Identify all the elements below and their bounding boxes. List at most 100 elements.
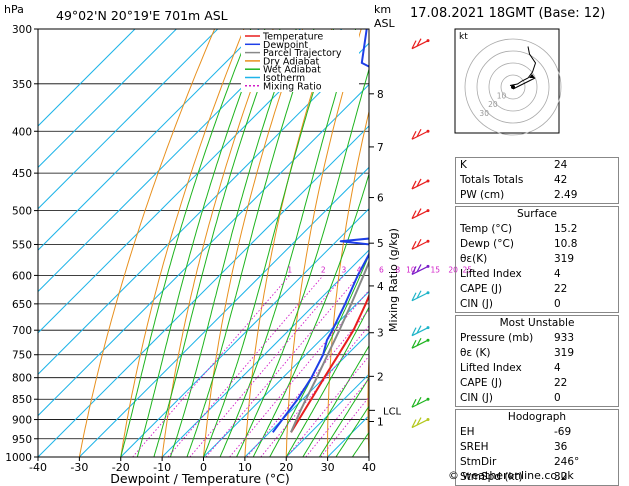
index-label: StmDir	[460, 456, 497, 468]
index-label: PW (cm)	[460, 189, 505, 201]
temperature-tick-label: -40	[29, 461, 47, 474]
mixing-ratio-label: 1	[287, 265, 292, 274]
pressure-tick-label: 700	[12, 325, 32, 337]
mixing-ratio-label: 10	[406, 265, 416, 274]
wet-adiabat-line	[120, 29, 252, 457]
wind-barb-icon	[411, 178, 430, 190]
mixing-ratio-line	[286, 355, 369, 457]
hodograph-title: Hodograph	[507, 411, 567, 423]
isotherm-line	[38, 42, 369, 375]
mixing-ratio-axis-label: Mixing Ratio (g/kg)	[387, 228, 400, 332]
mixing-ratio-label: 15	[430, 265, 440, 274]
height-tick-label: 7	[377, 142, 384, 154]
x-axis-label: Dewpoint / Temperature (°C)	[110, 471, 289, 486]
pressure-tick-label: 850	[12, 394, 32, 406]
wet-adiabat-line	[269, 253, 369, 457]
index-row: θε(K) 319	[456, 252, 618, 267]
index-value: 246°	[554, 456, 580, 468]
mixing-ratio-label: 6	[379, 265, 384, 274]
index-row: Temp (°C) 15.2	[456, 222, 618, 237]
dry-adiabat-line	[619, 29, 629, 457]
index-label: θε (K)	[460, 347, 491, 359]
wind-barb-icon	[411, 417, 430, 429]
height-tick-label: 8	[377, 89, 384, 101]
wet-adiabat-line	[169, 29, 297, 457]
wind-barb-icon	[411, 290, 430, 302]
dry-adiabat-line	[203, 29, 304, 457]
index-value: 22	[554, 283, 568, 295]
hodograph-frame	[454, 28, 560, 134]
series-temperature	[290, 293, 369, 433]
temperature-tick-label: 0	[200, 461, 207, 474]
index-row: Lifted Index 4	[456, 267, 618, 282]
temperature-tick-label: 20	[279, 461, 293, 474]
index-value: 10.8	[554, 238, 578, 250]
index-value: 4	[554, 268, 561, 280]
storm-motion-arrow-icon	[529, 74, 535, 78]
pressure-tick-label: 900	[12, 415, 32, 427]
isotherm-line	[244, 332, 369, 457]
temperature-tick-label: 30	[321, 461, 335, 474]
index-section: K 24 Totals Totals 42 PW (cm) 2.49	[455, 157, 619, 204]
dry-adiabat-line	[407, 29, 449, 457]
hodograph-unit-label: kt	[459, 32, 468, 42]
mixing-ratio-label: 4	[357, 265, 362, 274]
wind-barb-icon	[411, 396, 430, 408]
wind-barb-icon	[411, 128, 430, 140]
legend-label: Temperature	[262, 32, 323, 43]
pressure-tick-label: 450	[12, 168, 32, 180]
asl-label: ASL	[374, 17, 396, 30]
dry-adiabat-line	[120, 29, 245, 457]
hodograph-ring	[488, 62, 538, 112]
isotherm-line	[38, 29, 177, 169]
wind-barb-icon	[411, 337, 430, 349]
height-tick-label: 5	[377, 238, 384, 250]
legend-label: Wet Adiabat	[263, 65, 321, 76]
index-row: Dewp (°C) 10.8	[456, 237, 618, 252]
wet-adiabat-line	[252, 172, 369, 457]
mixing-ratio-label: 20	[448, 265, 458, 274]
wet-adiabat-line	[136, 29, 266, 457]
wind-barb-icon	[411, 264, 430, 275]
index-row: CIN (J) 0	[456, 391, 618, 406]
hodograph-ring-label: 10	[497, 92, 507, 101]
isotherm-line	[38, 29, 219, 210]
mixing-ratio-label: 8	[395, 265, 400, 274]
index-value: 2.49	[554, 189, 578, 201]
index-value: 4	[554, 362, 561, 374]
index-value: 15.2	[554, 223, 578, 235]
unstable-section: Most Unstable Pressure (mb) 933 θε (K) 319 L…	[455, 315, 619, 407]
wind-barb-icon	[411, 325, 430, 337]
index-value: 22	[554, 377, 568, 389]
dry-adiabat-line	[244, 29, 333, 457]
index-label: SREH	[460, 441, 489, 453]
index-label: Totals Totals	[460, 174, 524, 186]
legend-background	[241, 30, 359, 92]
index-label: EH	[460, 426, 475, 438]
series-dewpoint	[271, 29, 369, 433]
mixing-ratio-line	[132, 275, 291, 457]
mixing-ratio-label: 2	[321, 265, 326, 274]
pressure-tick-label: 750	[12, 350, 32, 362]
hodograph-ring-label: 30	[479, 109, 489, 118]
pressure-tick-label: 550	[12, 239, 32, 251]
legend-label: Dry Adiabat	[263, 56, 320, 67]
mixing-ratio-label: 25	[463, 265, 473, 274]
wet-adiabat-line	[219, 29, 357, 457]
pressure-tick-label: 800	[12, 373, 32, 385]
mixing-ratio-line	[189, 275, 345, 457]
hodograph-trace	[509, 46, 537, 86]
height-tick-label: 3	[377, 328, 384, 340]
index-row: StmDir 246°	[456, 455, 618, 470]
index-row: θε (K) 319	[456, 346, 618, 361]
hodograph-ring	[500, 74, 526, 100]
wet-adiabat-line	[186, 29, 315, 457]
legend-label: Isotherm	[263, 73, 305, 84]
wet-adiabat-line	[153, 29, 281, 457]
mixing-ratio-label: 3	[342, 265, 347, 274]
indices-table: K 24 Totals Totals 42 PW (cm) 2.49 Surface Te…	[455, 155, 619, 486]
surface-section: Surface Temp (°C) 15.2 Dewp (°C) 10.8 θε(K) 3…	[455, 206, 619, 313]
legend-label: Parcel Trajectory	[263, 48, 342, 59]
storm-motion-line	[512, 77, 536, 90]
